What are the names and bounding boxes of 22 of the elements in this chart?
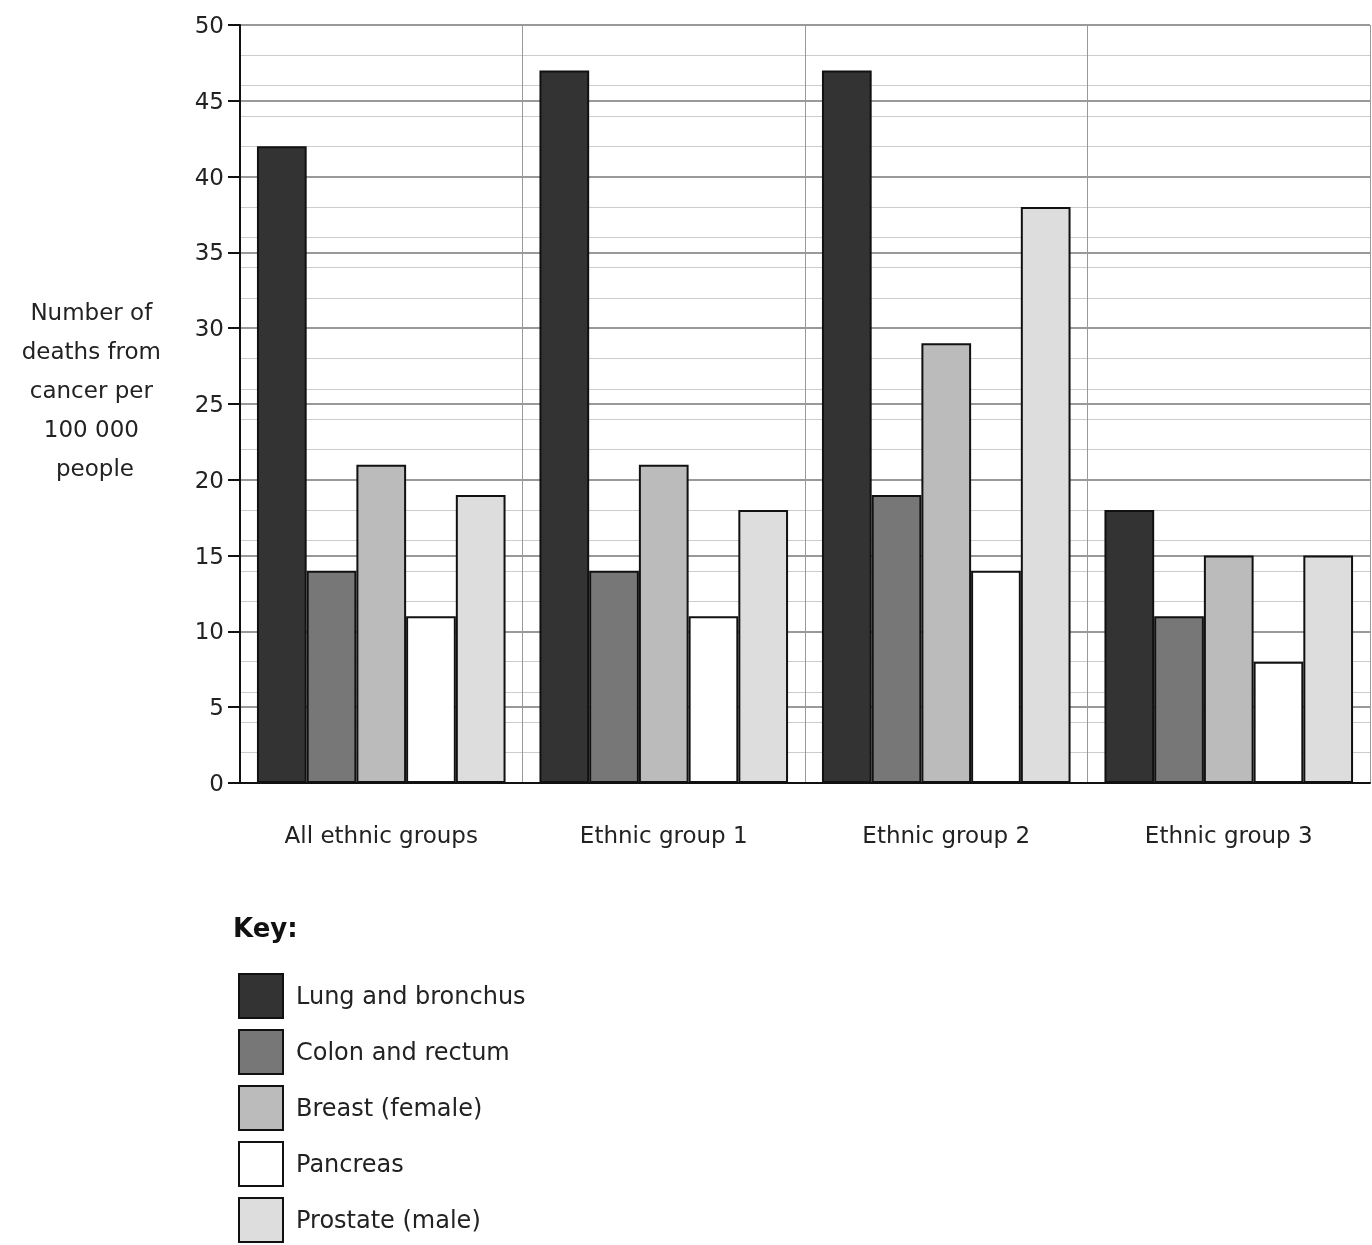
- y-tick-label: 45: [194, 87, 224, 114]
- legend-label: Lung and bronchus: [296, 982, 526, 1010]
- y-axis-title: Number of deaths from cancer per 100 000 people: [21, 298, 169, 481]
- x-tick-label: Ethnic group 3: [1144, 821, 1313, 848]
- legend-label: Breast (female): [296, 1094, 483, 1122]
- y-tick-label: 20: [194, 466, 224, 493]
- y-tick-label: 5: [209, 694, 224, 721]
- y-tick-label: 40: [194, 163, 224, 190]
- legend-label: Pancreas: [296, 1150, 404, 1178]
- legend-label: Prostate (male): [296, 1206, 481, 1234]
- x-tick-label: Ethnic group 1: [579, 821, 748, 848]
- x-tick-label: Ethnic group 2: [862, 821, 1031, 848]
- y-tick-label: 15: [194, 542, 224, 569]
- legend-title: Key:: [233, 913, 298, 943]
- x-tick-label: All ethnic groups: [284, 821, 478, 848]
- y-tick-label: 25: [194, 391, 224, 417]
- y-tick-label: 50: [194, 12, 224, 38]
- y-tick-label: 35: [194, 239, 224, 266]
- y-tick-label: 10: [194, 618, 224, 645]
- y-tick-label: 30: [194, 315, 224, 342]
- y-tick-label: 0: [209, 770, 224, 796]
- legend-label: Colon and rectum: [296, 1038, 510, 1066]
